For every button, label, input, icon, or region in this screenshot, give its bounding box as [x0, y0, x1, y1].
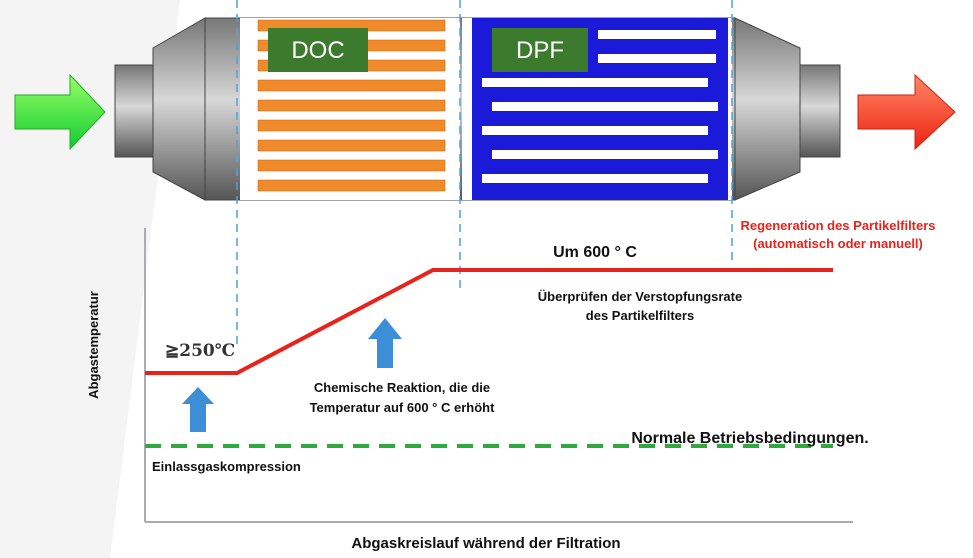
up-arrow: [368, 318, 402, 368]
dpf-label: DPF: [516, 37, 564, 64]
doc-label: DOC: [291, 37, 344, 64]
guides: [236, 0, 733, 345]
dpf-channel: [492, 102, 718, 111]
up-arrow: [182, 387, 214, 432]
outlet-cone: [734, 17, 801, 201]
doc-plate: [257, 159, 446, 172]
inlet-pipe: [114, 64, 154, 158]
doc-plate: [257, 79, 446, 92]
x-axis-label: Abgaskreislauf während der Filtration: [351, 535, 620, 552]
dpf-channel: [482, 78, 708, 87]
temperature-line: [145, 268, 833, 375]
dpf-channel: [598, 30, 716, 39]
dpf-label-box: [492, 28, 588, 72]
inlet-arrow: [14, 73, 106, 151]
inlet-note: Einlassgaskompression: [152, 459, 301, 474]
check-note: des Partikelfilters: [586, 308, 694, 323]
reaction-note: Temperatur auf 600 ° C erhöht: [310, 400, 496, 415]
dpf-channel: [492, 150, 718, 159]
regeneration-note: (automatisch oder manuell): [753, 236, 923, 251]
dpf-channel: [482, 126, 708, 135]
peak-temperature: Um 600 ° C: [553, 244, 637, 261]
normal-note: Normale Betriebsbedingungen.: [631, 430, 868, 447]
start-temperature: ≧250℃: [165, 341, 235, 361]
doc-label-box: [268, 28, 368, 72]
doc-plate: [257, 139, 446, 152]
doc-plate: [257, 119, 446, 132]
dpf-channel: [598, 54, 716, 63]
doc-plate: [257, 179, 446, 192]
check-note: Überprüfen der Verstopfungsrate: [538, 289, 742, 304]
inlet-cone: [152, 17, 206, 201]
dpf-channel: [482, 174, 708, 183]
reaction-note: Chemische Reaktion, die die: [314, 380, 490, 395]
doc-plate: [257, 99, 446, 112]
outlet-arrow: [857, 73, 956, 151]
regeneration-note: Regeneration des Partikelfilters: [740, 218, 935, 233]
y-axis-label: Abgastemperatur: [86, 291, 101, 399]
outlet-pipe: [799, 64, 841, 158]
